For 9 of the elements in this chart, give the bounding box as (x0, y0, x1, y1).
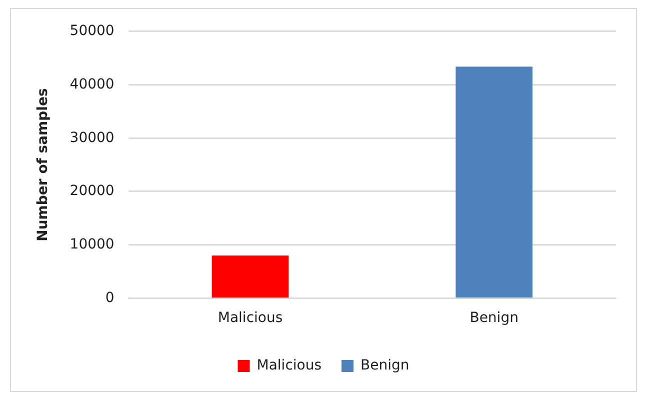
y-tick-label: 0 (105, 290, 114, 306)
y-tick-label: 20000 (70, 183, 114, 200)
y-tick-label: 50000 (70, 23, 114, 40)
y-axis-title: Number of samples (35, 88, 52, 242)
y-tick-label: 10000 (70, 236, 114, 252)
legend-label: Benign (360, 358, 410, 374)
legend-label: Malicious (256, 358, 322, 374)
y-tick-label: 30000 (70, 130, 114, 146)
y-tick-label: 40000 (70, 76, 114, 92)
